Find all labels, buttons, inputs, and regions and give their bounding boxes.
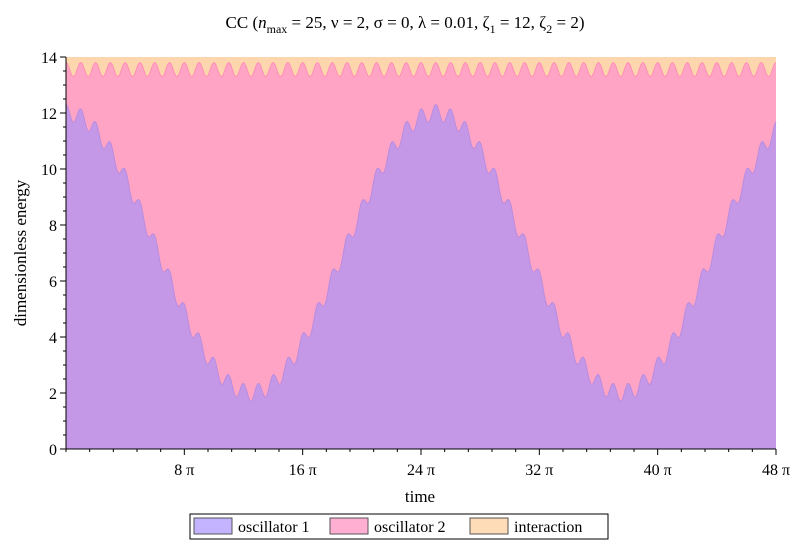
- area-oscillator-2: [66, 62, 776, 402]
- legend-label-oscillator-1: oscillator 1: [238, 519, 310, 536]
- y-tick-label-6: 6: [49, 274, 57, 291]
- x-tick-label-48: 48 π: [762, 462, 790, 479]
- y-tick-label-8: 8: [49, 218, 57, 235]
- x-axis-title: time: [405, 487, 435, 506]
- x-tick-label-32: 32 π: [525, 462, 553, 479]
- line-oscillator-2: [65, 62, 777, 78]
- line-oscillator-1: [65, 104, 777, 402]
- plot-areas: [65, 57, 777, 449]
- x-tick-label-8: 8 π: [174, 462, 194, 479]
- x-tick-label-24: 24 π: [407, 462, 435, 479]
- y-tick-label-4: 4: [49, 330, 57, 347]
- legend-label-interaction: interaction: [514, 519, 582, 536]
- axes: 0 2 4 6 8 10 12 14 8 π 16 π 24 π 32 π 40 π 48 π: [41, 50, 790, 479]
- legend-label-oscillator-2: oscillator 2: [374, 519, 446, 536]
- legend: oscillator 1 oscillator 2 interaction: [189, 513, 609, 540]
- legend-swatch-oscillator-2: [329, 517, 369, 535]
- area-oscillator-1: [66, 104, 776, 449]
- x-tick-label-40: 40 π: [644, 462, 672, 479]
- y-tick-label-14: 14: [41, 50, 57, 67]
- x-tick-label-16: 16 π: [289, 462, 317, 479]
- y-tick-label-12: 12: [41, 106, 57, 123]
- legend-frame: [189, 513, 609, 540]
- y-axis-title: dimensionless energy: [11, 179, 30, 326]
- y-tick-label-2: 2: [49, 386, 57, 403]
- legend-swatch-interaction: [469, 517, 509, 535]
- legend-swatch-oscillator-1: [193, 517, 233, 535]
- y-tick-label-0: 0: [49, 442, 57, 459]
- area-interaction: [66, 57, 776, 77]
- chart-title: CC (nmax = 25, ν = 2, σ = 0, λ = 0.01, ζ…: [226, 13, 585, 36]
- y-tick-label-10: 10: [41, 162, 57, 179]
